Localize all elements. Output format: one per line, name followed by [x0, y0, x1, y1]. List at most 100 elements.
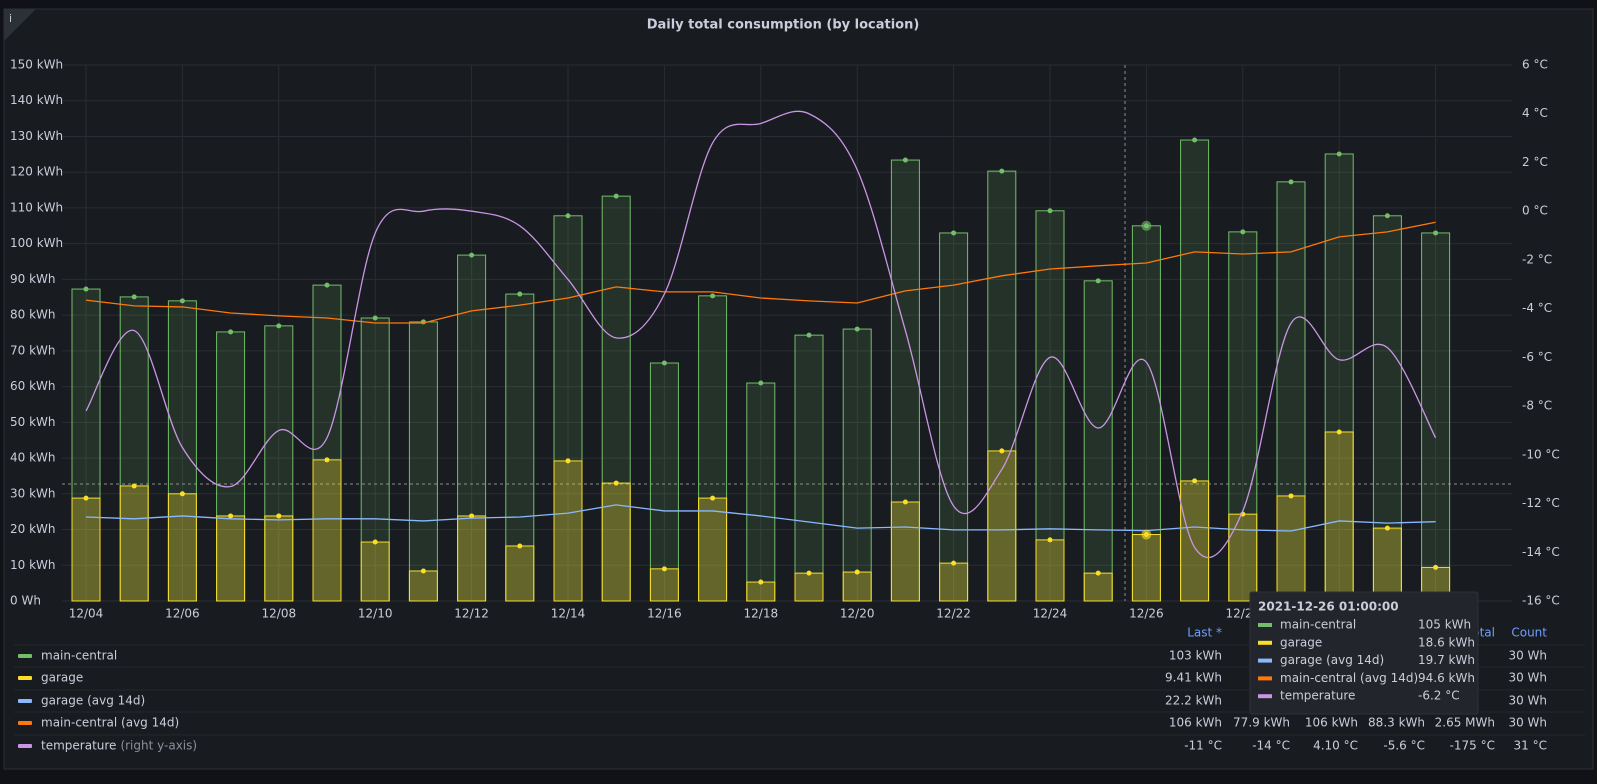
x-tick-label: 12/20	[840, 607, 875, 621]
legend-swatch	[18, 654, 32, 658]
bar-point	[758, 380, 764, 386]
bar	[1228, 513, 1258, 602]
y-tick-label: 20 kWh	[10, 522, 56, 536]
bar	[119, 485, 149, 602]
bar-point	[228, 329, 234, 335]
bar-point	[228, 513, 234, 519]
legend-name[interactable]: temperature	[41, 739, 116, 753]
bar-point	[951, 230, 957, 236]
bar-point	[324, 282, 330, 288]
y-tick-label: 120 kWh	[10, 165, 63, 179]
x-tick-label: 12/06	[165, 607, 200, 621]
legend-cell: 30 Wh	[1508, 671, 1547, 685]
bar-point	[710, 293, 716, 299]
bar-point	[83, 286, 89, 292]
x-tick-label: 12/26	[1129, 607, 1164, 621]
bar	[939, 562, 969, 602]
x-tick-label: 12/08	[262, 607, 297, 621]
bar-point	[1384, 213, 1390, 219]
bar	[408, 570, 438, 602]
legend-name[interactable]: main-central	[41, 649, 117, 663]
bar	[842, 571, 872, 602]
y-tick-label: 130 kWh	[10, 129, 63, 143]
bar-point	[565, 213, 571, 219]
bar	[746, 581, 776, 602]
bar	[1372, 215, 1402, 602]
legend-cell: 88.3 kWh	[1368, 716, 1425, 730]
hover-point	[1141, 529, 1152, 540]
y2-tick-label: 6 °C	[1522, 58, 1548, 72]
bar	[842, 328, 872, 602]
bar-point	[517, 543, 523, 549]
legend-name[interactable]: garage	[41, 671, 83, 685]
legend-name[interactable]: garage (avg 14d)	[41, 694, 145, 708]
bar-point	[1336, 429, 1342, 435]
tooltip-swatch	[1258, 658, 1272, 663]
bar-point	[1192, 137, 1198, 143]
y2-tick-label: 2 °C	[1522, 155, 1548, 169]
bar	[71, 497, 101, 602]
x-tick-label: 12/16	[647, 607, 682, 621]
y-tick-label: 140 kWh	[10, 93, 63, 107]
legend-cell: 30 Wh	[1508, 649, 1547, 663]
y-tick-label: 10 kWh	[10, 558, 56, 572]
tooltip-value: 19.7 kWh	[1418, 653, 1475, 667]
info-icon[interactable]: i	[9, 12, 12, 25]
bar	[1083, 280, 1113, 602]
x-tick-label: 12/14	[551, 607, 586, 621]
legend-swatch	[18, 721, 32, 725]
info-corner[interactable]	[4, 9, 36, 41]
y2-tick-label: -8 °C	[1522, 399, 1552, 413]
bar	[216, 515, 246, 602]
bar-point	[999, 448, 1005, 454]
legend-swatch	[18, 676, 32, 680]
tooltip-value: 94.6 kWh	[1418, 671, 1475, 685]
bar	[794, 572, 824, 602]
line	[85, 221, 1436, 324]
bar-point	[1433, 564, 1439, 570]
bar-point	[661, 360, 667, 366]
tooltip-title: 2021-12-26 01:00:00	[1258, 600, 1399, 614]
bar	[1276, 495, 1306, 602]
bar	[698, 497, 728, 602]
bar	[1035, 539, 1065, 602]
legend-cell: 31 °C	[1514, 739, 1547, 753]
legend-cell: 4.10 °C	[1313, 739, 1358, 753]
bar-point	[179, 491, 185, 497]
legend-name[interactable]: main-central (avg 14d)	[41, 716, 179, 730]
legend-cell: 30 Wh	[1508, 694, 1547, 708]
legend-swatch	[18, 699, 32, 703]
bar-point	[1047, 208, 1053, 214]
bar-point	[1192, 478, 1198, 484]
bar	[360, 541, 390, 602]
bar-point	[1095, 570, 1101, 576]
bar-point	[469, 252, 475, 258]
bar-point	[902, 499, 908, 505]
bar-point	[372, 315, 378, 321]
y2-tick-label: -16 °C	[1522, 594, 1560, 608]
line	[85, 504, 1436, 532]
tooltip-swatch	[1258, 640, 1272, 645]
tooltip-bg	[1249, 591, 1479, 715]
legend-header: Count	[1511, 626, 1547, 640]
y2-tick-label: -6 °C	[1522, 350, 1552, 364]
bar-point	[661, 566, 667, 572]
y-tick-label: 110 kWh	[10, 200, 63, 214]
y-tick-label: 30 kWh	[10, 486, 56, 500]
bar-point	[1288, 493, 1294, 499]
bar-point	[83, 495, 89, 501]
bar	[505, 293, 535, 602]
tooltip-name: garage	[1280, 635, 1322, 649]
y-tick-label: 150 kWh	[10, 58, 63, 72]
y2-tick-label: 4 °C	[1522, 106, 1548, 120]
y-tick-label: 100 kWh	[10, 236, 63, 250]
bar-point	[806, 570, 812, 576]
legend-cell: 106 kWh	[1169, 716, 1222, 730]
bar-point	[179, 298, 185, 304]
y-tick-label: 70 kWh	[10, 343, 56, 357]
y-tick-label: 0 Wh	[10, 594, 41, 608]
tooltip-name: main-central	[1280, 618, 1356, 632]
x-tick-label: 12/18	[744, 607, 779, 621]
bar-point	[758, 579, 764, 585]
